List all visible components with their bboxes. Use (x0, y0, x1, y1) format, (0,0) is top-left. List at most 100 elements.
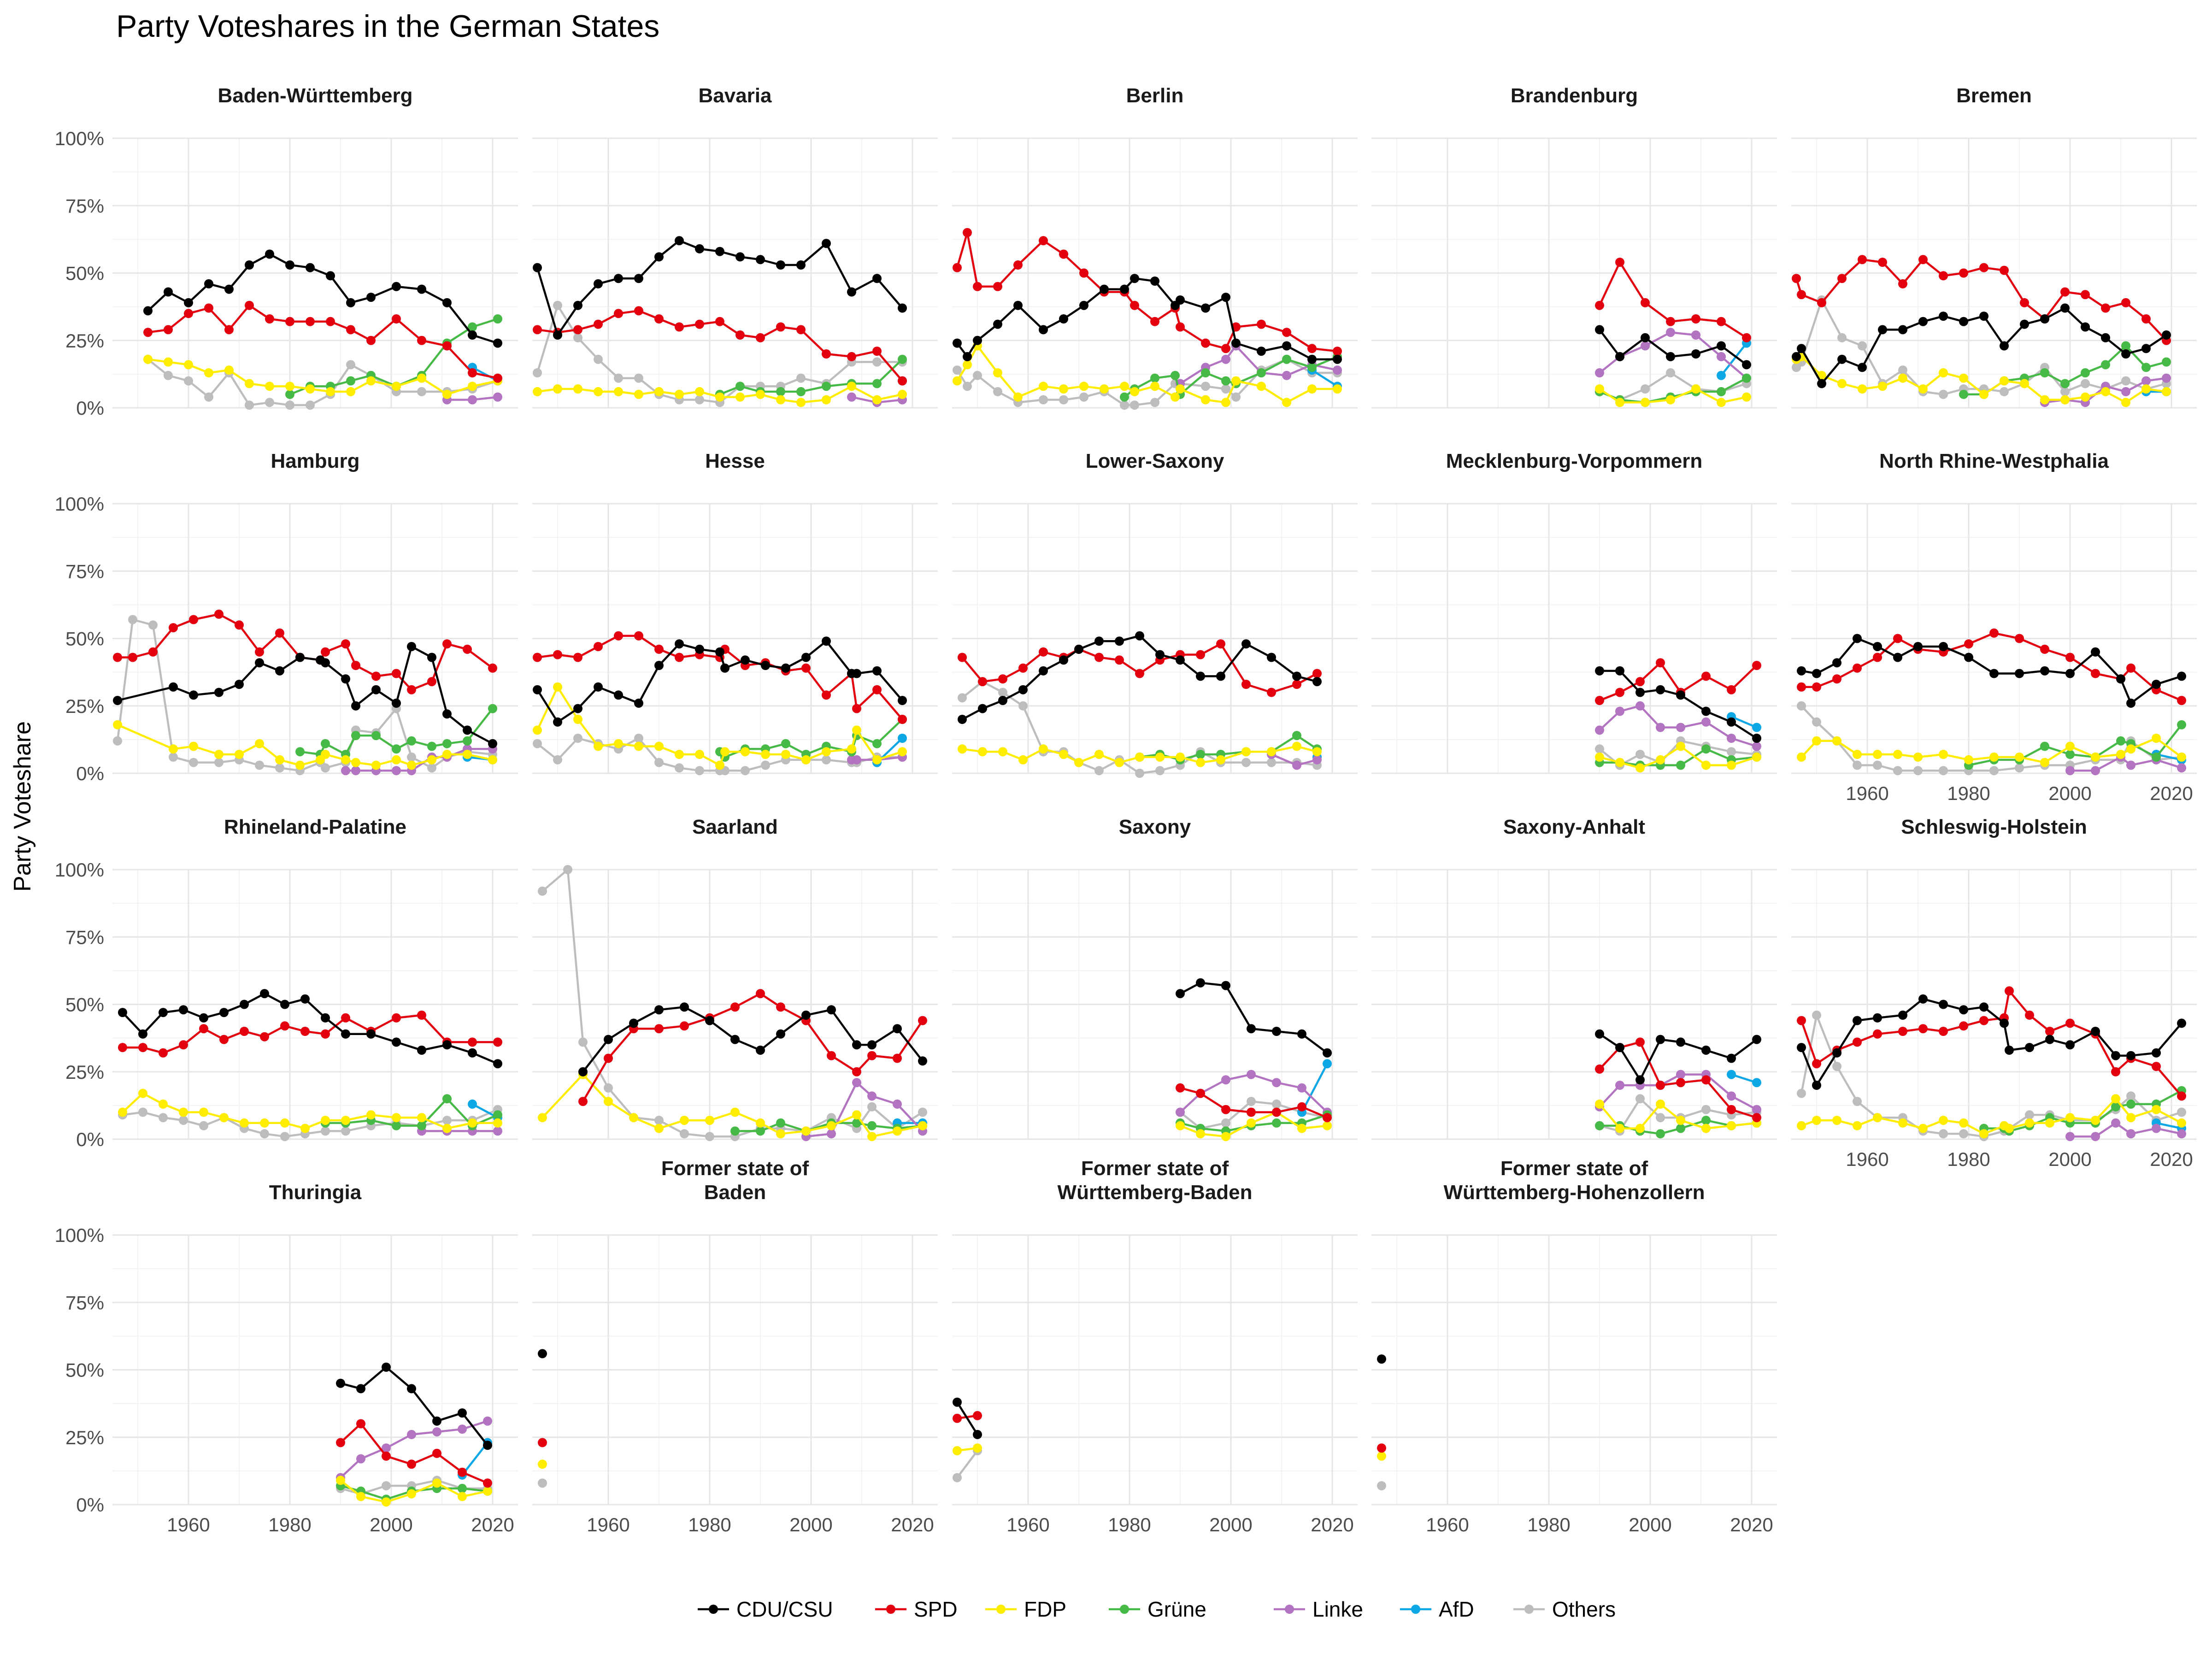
data-point-cdu-csu (1873, 642, 1882, 651)
y-tick-label: 75% (65, 195, 104, 217)
data-point-spd (533, 325, 542, 335)
data-point-fdp (184, 360, 193, 370)
data-point-others (1939, 1129, 1948, 1139)
data-point-linke (2111, 1118, 2120, 1128)
data-point-gr-ne (2116, 736, 2125, 746)
data-point-cdu-csu (2152, 1048, 2161, 1058)
data-point-cdu-csu (573, 300, 582, 310)
data-point-fdp (1939, 750, 1948, 759)
data-point-fdp (2126, 744, 2136, 754)
data-point-linke (1752, 1105, 1761, 1114)
data-point-cdu-csu (346, 298, 355, 307)
data-point-others (796, 373, 806, 383)
data-point-others (1858, 341, 1867, 351)
data-point-spd (634, 306, 643, 316)
legend-item-spd: SPD (875, 1597, 958, 1621)
data-point-cdu-csu (2020, 319, 2029, 329)
data-point-cdu-csu (1176, 989, 1185, 999)
data-point-spd (604, 1053, 613, 1063)
data-point-cdu-csu (336, 1378, 345, 1388)
data-point-gr-ne (2065, 750, 2075, 759)
data-point-others (1853, 1097, 1862, 1106)
data-point-cdu-csu (1039, 666, 1048, 676)
series-spd (1176, 1083, 1332, 1123)
x-tick-label: 1960 (1846, 1148, 1888, 1170)
data-point-spd (427, 677, 436, 687)
data-point-linke (2091, 1132, 2100, 1141)
data-point-cdu-csu (1837, 354, 1847, 364)
data-point-spd (392, 314, 401, 324)
data-point-cdu-csu (761, 661, 770, 670)
data-point-spd (822, 349, 831, 359)
data-point-fdp (1742, 392, 1751, 402)
series-cdu-csu (143, 249, 502, 348)
data-point-gr-ne (442, 1094, 452, 1104)
data-point-fdp (998, 747, 1007, 757)
data-point-cdu-csu (1656, 685, 1665, 694)
data-point-spd (993, 282, 1002, 291)
data-point-spd (1018, 663, 1028, 673)
data-point-cdu-csu (417, 1045, 426, 1055)
data-point-spd (1898, 1027, 1907, 1036)
data-point-fdp (801, 1126, 811, 1136)
data-point-others (1377, 1481, 1386, 1491)
x-tick-label: 2000 (2048, 1148, 2091, 1170)
data-point-fdp (1979, 1129, 1988, 1139)
data-point-spd (1247, 1107, 1256, 1117)
data-point-cdu-csu (963, 352, 972, 361)
series-fdp (958, 741, 1322, 767)
data-point-fdp (1013, 392, 1023, 402)
data-point-fdp (1201, 395, 1210, 405)
data-point-cdu-csu (1959, 317, 1968, 326)
data-point-fdp (1858, 384, 1867, 394)
data-point-gr-ne (1701, 744, 1711, 754)
data-point-cdu-csu (1312, 677, 1322, 687)
data-point-linke (1641, 341, 1650, 351)
data-point-gr-ne (2111, 1102, 2120, 1112)
data-point-linke (1297, 1083, 1306, 1093)
data-point-fdp (1691, 384, 1700, 394)
data-point-spd (973, 1411, 982, 1420)
data-point-cdu-csu (1676, 1037, 1685, 1047)
data-point-others (1939, 389, 1948, 399)
data-point-spd (1898, 279, 1907, 288)
panel-hamburg: Hamburg 0% 25% 50% 75% 100% (55, 450, 518, 784)
data-point-afd (468, 1099, 477, 1109)
data-point-linke (1221, 354, 1230, 364)
legend-marker (1524, 1605, 1534, 1614)
data-point-cdu-csu (417, 284, 426, 294)
data-point-cdu-csu (392, 282, 401, 291)
data-point-fdp (204, 368, 213, 377)
data-point-others (594, 354, 603, 364)
data-point-gr-ne (1959, 389, 1968, 399)
series-afd (1727, 712, 1761, 732)
data-point-fdp (2040, 758, 2049, 767)
data-point-cdu-csu (143, 306, 153, 316)
data-point-cdu-csu (1100, 284, 1109, 294)
series-cdu-csu (1377, 1354, 1386, 1364)
data-point-fdp (1595, 384, 1604, 394)
data-point-fdp (1615, 1124, 1624, 1133)
panel-title-mecklenburg-vorpommern: Mecklenburg-Vorpommern (1446, 450, 1703, 472)
series-fdp (336, 1476, 492, 1507)
data-point-cdu-csu (1615, 1043, 1624, 1053)
data-point-cdu-csu (852, 1040, 861, 1050)
data-point-others (245, 400, 254, 410)
y-tick-label: 0% (76, 1494, 104, 1516)
legend-item-cdu-csu: CDU/CSU (698, 1597, 833, 1621)
data-point-gr-ne (463, 736, 472, 746)
data-point-spd (1094, 653, 1104, 662)
series-cdu-csu (113, 642, 497, 748)
data-point-others (958, 693, 967, 703)
data-point-gr-ne (468, 322, 477, 332)
data-point-others (113, 736, 122, 746)
data-point-spd (867, 1051, 877, 1060)
series-afd (1727, 1070, 1761, 1088)
data-point-cdu-csu (1701, 1045, 1711, 1055)
data-point-fdp (1221, 1132, 1230, 1141)
data-point-fdp (2177, 752, 2186, 762)
data-point-spd (533, 653, 542, 662)
data-point-spd (680, 1021, 689, 1031)
data-point-gr-ne (1307, 363, 1317, 372)
data-point-spd (2015, 634, 2024, 643)
